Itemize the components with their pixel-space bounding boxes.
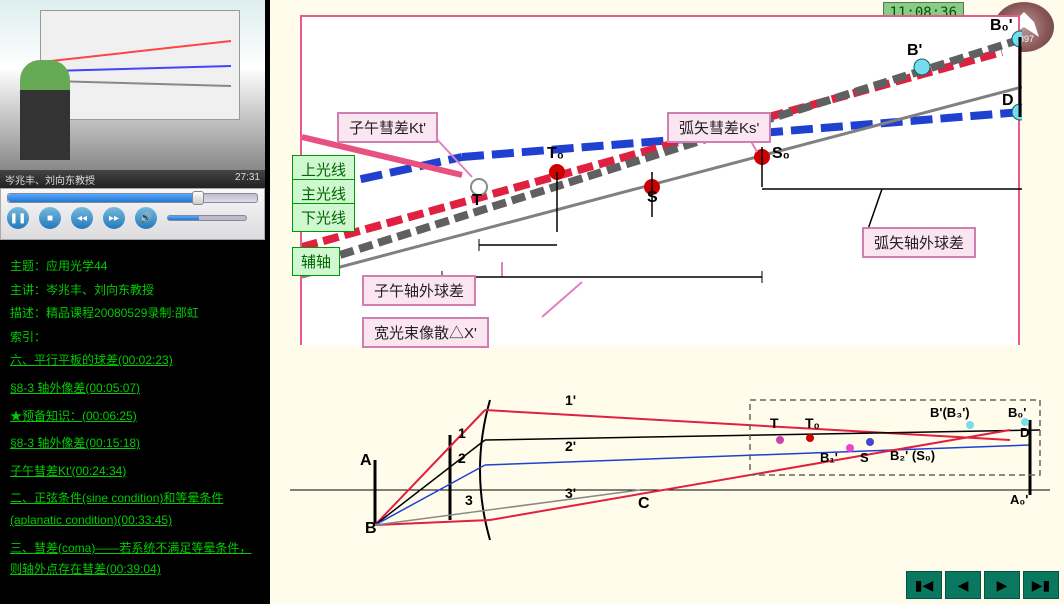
ray-3p: 3'	[565, 485, 576, 501]
point-S0: S₀	[772, 145, 790, 163]
wide-astig-label: 宽光束像散△X'	[362, 317, 489, 348]
ray-1: 1	[458, 425, 466, 441]
topic-text: 应用光学44	[46, 259, 107, 273]
ray-1p: 1'	[565, 392, 576, 408]
next-button[interactable]: ▸▸	[103, 207, 125, 229]
index-item[interactable]: §8-3 轴外像差(00:05:07)	[10, 378, 255, 400]
pt-D2: D	[1020, 425, 1029, 440]
index-item[interactable]: 子午彗差Kt'(00:24:34)	[10, 461, 255, 483]
index-item[interactable]: ★预备知识：(00:06:25)	[10, 406, 255, 428]
pt-T0: T₀	[805, 415, 820, 431]
pt-A0p: A₀'	[1010, 492, 1028, 507]
point-B: B	[365, 520, 377, 538]
desc-text: 精品课程20080529录制:邵虹	[46, 306, 199, 320]
ray-2: 2	[458, 450, 466, 466]
pt-T: T	[770, 415, 779, 431]
prev-button[interactable]: ◂◂	[71, 207, 93, 229]
ray-3: 3	[465, 492, 473, 508]
first-slide-button[interactable]: ▮◀	[906, 571, 942, 599]
video-duration: 27:31	[235, 172, 260, 186]
progress-bar[interactable]	[7, 193, 258, 203]
bottom-diagram: A B C 1 2 3 1' 2' 3' T T₀ B₁' S B₂' (S₀)…	[290, 370, 1050, 550]
lower-ray-label: 下光线	[292, 203, 355, 232]
index-item[interactable]: 六、平行平板的球差(00:02:23)	[10, 350, 255, 372]
player-controls: ❚❚ ■ ◂◂ ▸▸ 🔊	[0, 188, 265, 240]
nav-controls: ▮◀ ◀ ▶ ▶▮	[906, 571, 1059, 599]
volume-slider[interactable]	[167, 215, 247, 221]
topic-label: 主题：	[10, 259, 46, 273]
point-Bprime: B'	[907, 42, 922, 60]
video-title-bar: 岑兆丰、刘向东教授 27:31	[0, 170, 265, 188]
pt-B2p: B₂' (S₀)	[890, 448, 935, 463]
video-thumbnail	[0, 0, 265, 170]
index-item[interactable]: §8-3 轴外像差(00:15:18)	[10, 433, 255, 455]
index-label: 索引：	[10, 330, 46, 344]
pt-B3p: B'(B₃')	[930, 405, 970, 420]
pt-S: S	[860, 450, 869, 465]
pause-button[interactable]: ❚❚	[7, 207, 29, 229]
point-T: T	[472, 192, 482, 210]
desc-label: 描述：	[10, 306, 46, 320]
meridional-sph-label: 子午轴外球差	[362, 275, 476, 306]
ray-2p: 2'	[565, 438, 576, 454]
aux-ray-label: 辅轴	[292, 247, 340, 276]
point-S: S	[647, 189, 658, 207]
index-item[interactable]: 三、彗差(coma)——若系统不满足等晕条件，则轴外点存在彗差(00:39:04…	[10, 538, 255, 581]
stop-button[interactable]: ■	[39, 207, 61, 229]
video-title: 岑兆丰、刘向东教授	[5, 172, 95, 186]
pt-B1p: B₁'	[820, 450, 838, 465]
slide-area: 11:08:36 1897	[270, 0, 1064, 604]
meridional-coma-label: 子午彗差Kt'	[337, 112, 438, 143]
point-A: A	[360, 452, 372, 470]
lecturer-text: 岑兆丰、刘向东教授	[46, 283, 154, 297]
pt-B0p2: B₀'	[1008, 405, 1026, 420]
volume-button[interactable]: 🔊	[135, 207, 157, 229]
next-slide-button[interactable]: ▶	[984, 571, 1020, 599]
sagittal-sph-label: 弧矢轴外球差	[862, 227, 976, 258]
last-slide-button[interactable]: ▶▮	[1023, 571, 1059, 599]
top-diagram: 上光线 主光线 下光线 辅轴 子午彗差Kt' 弧矢彗差Ks' 子午轴外球差 弧矢…	[300, 15, 1020, 345]
lecturer-label: 主讲：	[10, 283, 46, 297]
point-D: D	[1002, 92, 1014, 110]
point-T0: T₀	[547, 145, 564, 163]
info-panel: 主题：应用光学44 主讲：岑兆丰、刘向东教授 描述：精品课程20080529录制…	[0, 248, 265, 595]
prev-slide-button[interactable]: ◀	[945, 571, 981, 599]
index-item[interactable]: 二、正弦条件(sine condition)和等晕条件(aplanatic co…	[10, 488, 255, 531]
sagittal-coma-label: 弧矢彗差Ks'	[667, 112, 771, 143]
point-C: C	[638, 495, 650, 513]
point-B0prime: B₀'	[990, 17, 1013, 35]
